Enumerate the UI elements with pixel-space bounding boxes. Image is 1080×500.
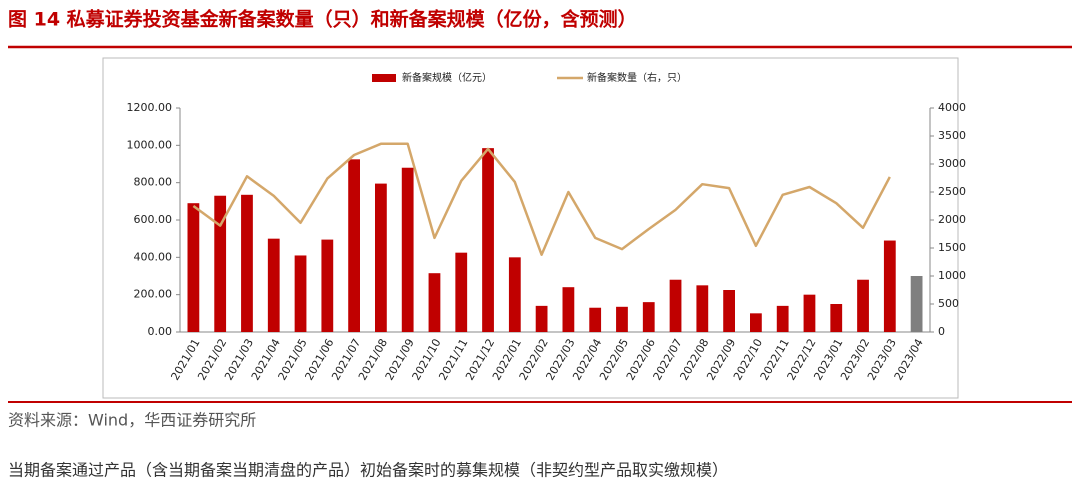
bar	[241, 194, 253, 332]
bar	[616, 306, 628, 332]
bar	[857, 279, 869, 332]
bar	[910, 276, 923, 332]
bar	[696, 285, 709, 332]
legend-swatch	[372, 74, 396, 82]
bar	[723, 290, 735, 332]
bar	[589, 307, 602, 332]
bar	[375, 183, 387, 332]
bar	[883, 240, 896, 332]
y2-tick-label: 2000	[938, 213, 966, 226]
y-tick-label: 1200.00	[127, 101, 173, 114]
bar	[348, 159, 360, 332]
y2-tick-label: 500	[938, 297, 959, 310]
bar	[455, 252, 468, 332]
bar	[562, 287, 575, 332]
legend-label: 新备案数量（右，只）	[587, 71, 687, 84]
y2-tick-label: 0	[938, 325, 945, 338]
bar	[750, 313, 762, 332]
bar	[294, 255, 307, 332]
y2-tick-label: 2500	[938, 185, 966, 198]
bar	[214, 195, 227, 332]
y2-tick-label: 1500	[938, 241, 966, 254]
y-tick-label: 200.00	[134, 288, 173, 301]
bar	[642, 302, 655, 332]
bar	[482, 148, 494, 332]
bar	[187, 203, 200, 332]
bar	[776, 305, 789, 332]
line	[192, 142, 891, 256]
bar	[321, 239, 334, 332]
y2-tick-label: 3500	[938, 129, 966, 142]
bar	[401, 167, 414, 332]
bar	[428, 273, 441, 332]
bar	[669, 279, 682, 332]
bar	[803, 294, 816, 332]
y-tick-label: 800.00	[134, 176, 173, 189]
bar	[508, 257, 521, 332]
y-tick-label: 0.00	[148, 325, 173, 338]
y2-tick-label: 3000	[938, 157, 966, 170]
figure-title: 图 14 私募证券投资基金新备案数量（只）和新备案规模（亿份，含预测）	[8, 8, 637, 31]
y-tick-label: 400.00	[134, 250, 173, 263]
y2-tick-label: 4000	[938, 101, 966, 114]
legend-label: 新备案规模（亿元）	[402, 71, 492, 84]
source: 资料来源：Wind，华西证券研究所	[8, 411, 256, 430]
bar	[267, 238, 280, 332]
bar	[830, 304, 843, 332]
bar	[535, 305, 548, 332]
y-tick-label: 600.00	[134, 213, 173, 226]
note: 当期备案通过产品（含当期备案当期清盘的产品）初始备案时的募集规模（非契约型产品取…	[8, 461, 728, 480]
y2-tick-label: 1000	[938, 269, 966, 282]
y-tick-label: 1000.00	[127, 138, 173, 151]
